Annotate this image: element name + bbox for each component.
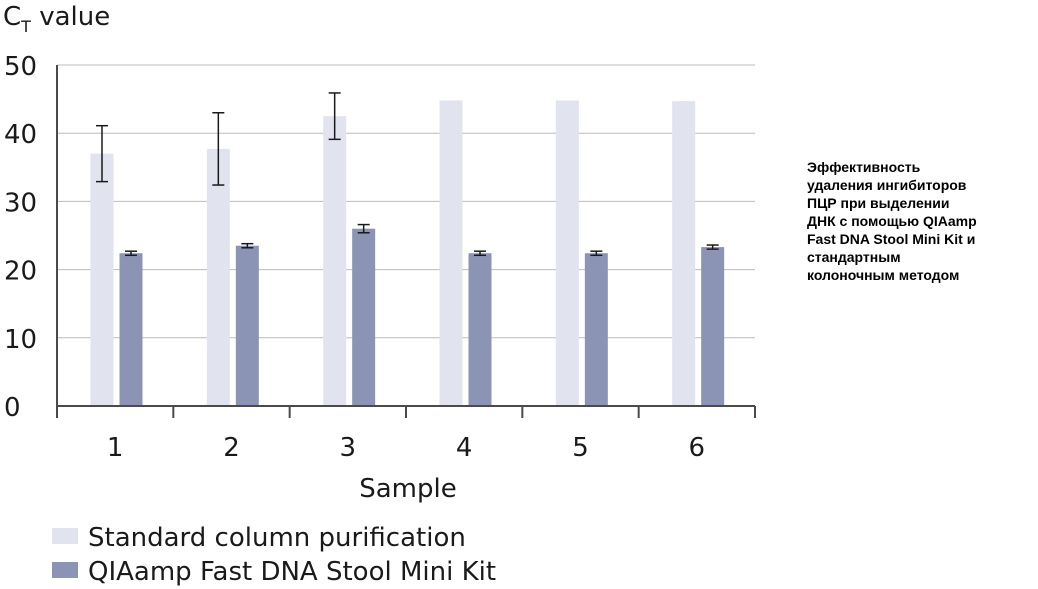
error-bar-qiaamp-3	[357, 223, 370, 234]
y-tick-label: 30	[4, 188, 37, 218]
bar-qiaamp-5	[584, 253, 608, 406]
bar-qiaamp-1	[119, 253, 143, 406]
bar-standard-6	[672, 101, 696, 407]
bar-qiaamp-4	[468, 253, 492, 406]
x-tick-label: 4	[456, 433, 473, 463]
legend-label-standard: Standard column purification	[88, 523, 466, 553]
x-tick-label: 3	[340, 433, 357, 463]
error-bar-standard-1	[96, 124, 108, 183]
legend: Standard column purification QIAamp Fast…	[52, 523, 496, 587]
bar-qiaamp-3	[352, 228, 376, 406]
chart-caption: Эффективность удаления ингибиторов ПЦР п…	[807, 159, 977, 283]
y-tick-label: 10	[4, 325, 37, 355]
y-axis-title: CT value	[3, 2, 110, 36]
y-tick-label: 20	[4, 257, 37, 287]
error-bar-standard-3	[328, 92, 341, 141]
x-axis-title: Sample	[359, 474, 457, 504]
bar-qiaamp-6	[701, 247, 725, 406]
x-tick-labels: 1 2 3 4 5 6	[107, 433, 705, 463]
error-bar-qiaamp-1	[125, 250, 137, 257]
bar-standard-3	[323, 116, 347, 407]
bar-standard-2	[206, 148, 230, 407]
axes	[56, 65, 756, 418]
error-bars	[96, 92, 719, 257]
legend-swatch-qiaamp	[52, 562, 78, 578]
x-tick-label: 5	[572, 433, 589, 463]
y-axis-title-sub: T	[20, 17, 31, 36]
bar-standard-1	[90, 153, 114, 406]
y-axis-title-main: C	[3, 2, 21, 32]
y-tick-label: 50	[4, 52, 37, 82]
error-bar-qiaamp-4	[474, 250, 486, 257]
legend-swatch-standard	[52, 528, 78, 544]
bar-qiaamp-2	[235, 245, 259, 406]
error-bar-standard-2	[212, 111, 225, 186]
bar-standard-4	[439, 100, 463, 407]
legend-label-qiaamp: QIAamp Fast DNA Stool Mini Kit	[88, 557, 496, 587]
x-tick-label: 1	[107, 433, 124, 463]
error-bar-qiaamp-2	[241, 242, 254, 249]
gridlines	[57, 64, 755, 339]
y-tick-labels: 0 10 20 30 40 50	[4, 52, 37, 423]
y-tick-label: 0	[4, 393, 21, 423]
bar-standard-5	[555, 100, 579, 407]
y-tick-label: 40	[4, 120, 37, 150]
x-tick-label: 2	[223, 433, 240, 463]
error-bar-qiaamp-5	[590, 250, 603, 257]
error-bar-qiaamp-6	[706, 244, 719, 250]
bars	[90, 100, 725, 407]
x-tick-label: 6	[689, 433, 706, 463]
y-axis-title-rest: value	[31, 2, 110, 32]
